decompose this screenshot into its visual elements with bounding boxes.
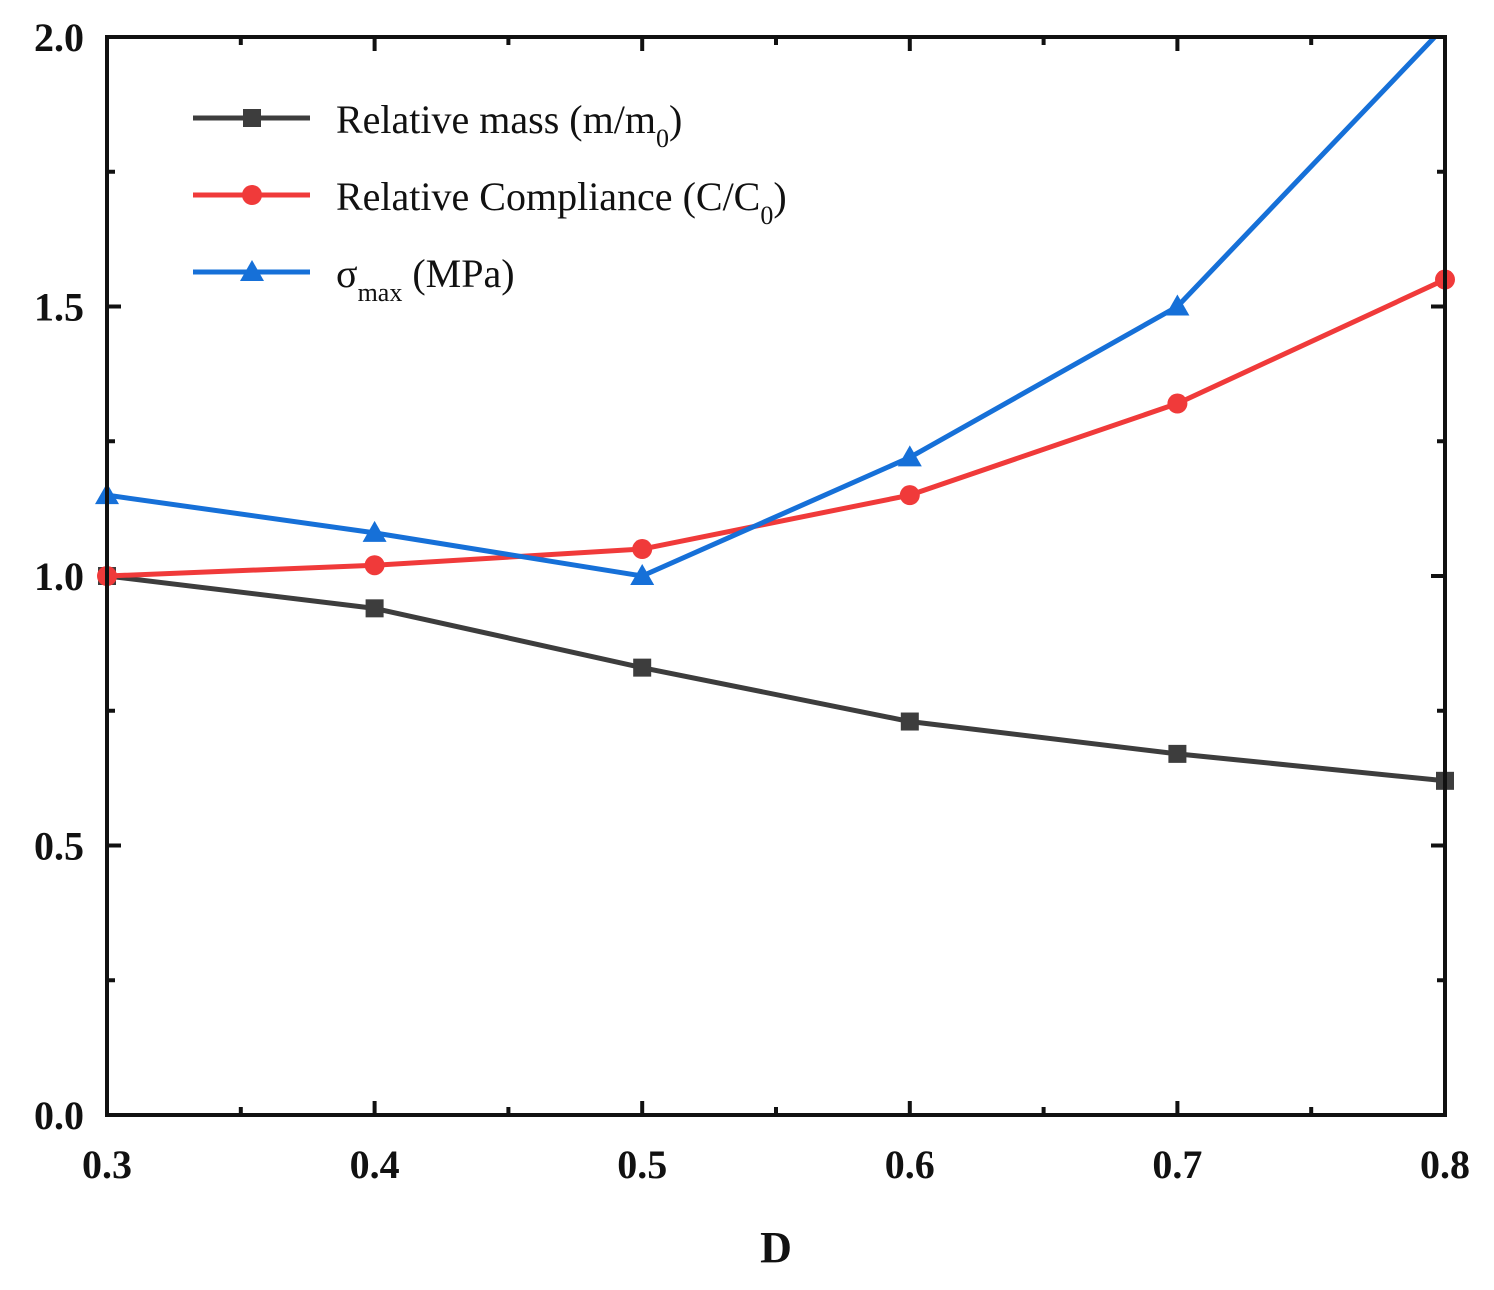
data-point-square (365, 599, 384, 618)
series-line-square (107, 573, 1445, 784)
data-point-square (1168, 744, 1187, 763)
x-axis-title: D (760, 1223, 792, 1272)
legend-label: Relative mass (m/m0) (336, 97, 682, 153)
legend-marker-triangle (240, 260, 264, 281)
x-tick-label: 0.8 (1420, 1142, 1470, 1187)
tick-labels: 0.3 0.4 0.5 0.6 0.7 0.8 0.0 0.5 1.0 1.5 2.0 (34, 15, 1470, 1187)
data-point-square (900, 712, 919, 731)
x-tick-label: 0.6 (885, 1142, 935, 1187)
legend: Relative mass (m/m0) Relative Compliance … (193, 97, 787, 307)
plot-frame (105, 35, 1447, 1117)
data-point-circle (632, 539, 653, 560)
x-tick-label: 0.5 (617, 1142, 667, 1187)
data-point-circle (1167, 393, 1188, 414)
data-point-circle (899, 485, 920, 506)
x-tick-label: 0.3 (82, 1142, 132, 1187)
y-tick-label: 2.0 (34, 15, 84, 60)
y-tick-label: 1.5 (34, 285, 84, 330)
data-point-triangle (897, 445, 922, 467)
series-line-circle (107, 277, 1445, 579)
series-layer (107, 37, 1445, 784)
y-tick-label: 0.0 (34, 1093, 84, 1138)
legend-label: σmax (MPa) (336, 251, 515, 307)
x-tick-label: 0.7 (1152, 1142, 1202, 1187)
markers-layer (95, 269, 1455, 790)
series-line-triangle (107, 37, 1439, 579)
y-tick-label: 0.5 (34, 824, 84, 869)
legend-marker-square (243, 109, 261, 127)
data-point-triangle (362, 520, 387, 542)
legend-marker-circle (242, 185, 262, 205)
legend-label: Relative Compliance (C/C0) (336, 174, 787, 230)
data-point-square (633, 658, 652, 677)
data-point-triangle (1165, 294, 1190, 316)
data-point-triangle (630, 564, 655, 585)
y-tick-label: 1.0 (34, 554, 84, 599)
x-tick-label: 0.4 (350, 1142, 400, 1187)
data-point-circle (364, 555, 385, 576)
